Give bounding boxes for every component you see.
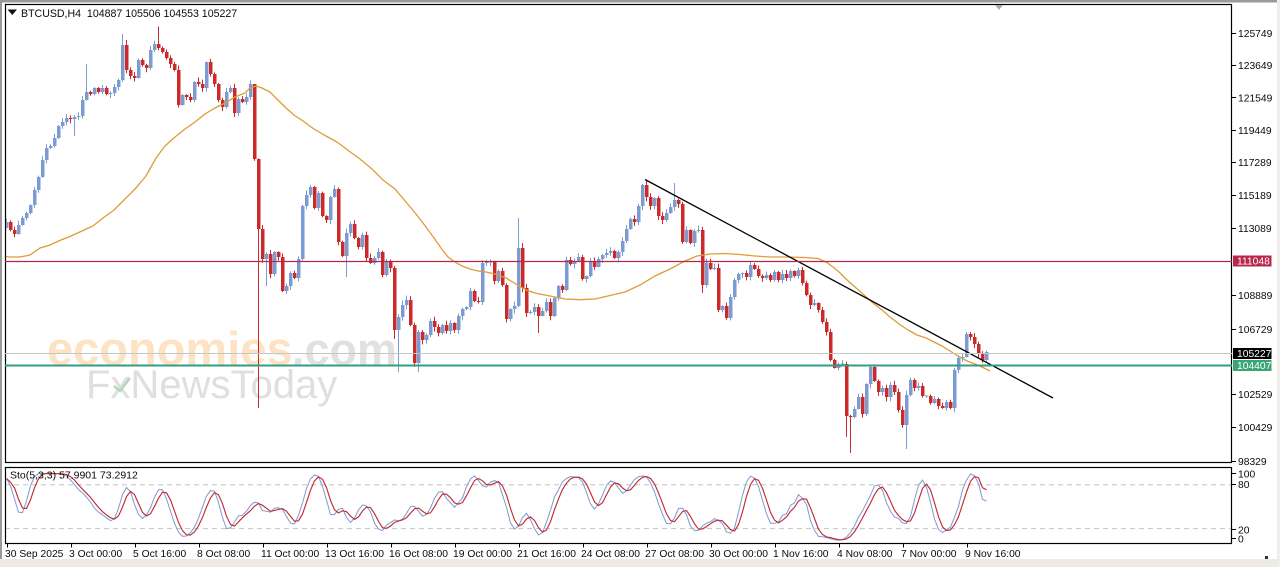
svg-text:106729: 106729 <box>1238 325 1273 336</box>
svg-text:111048: 111048 <box>1237 257 1270 268</box>
svg-text:0: 0 <box>1238 535 1244 546</box>
svg-text:108889: 108889 <box>1238 291 1273 302</box>
svg-text:19 Oct 00:00: 19 Oct 00:00 <box>453 549 512 560</box>
svg-text:100: 100 <box>1238 470 1255 481</box>
svg-text:104407: 104407 <box>1237 361 1272 372</box>
svg-text:100429: 100429 <box>1238 423 1273 434</box>
svg-text:Sto(5,3,3) 57.9901 73.2912: Sto(5,3,3) 57.9901 73.2912 <box>10 470 138 482</box>
svg-text:24 Oct 08:00: 24 Oct 08:00 <box>581 549 640 560</box>
svg-text:80: 80 <box>1238 480 1250 491</box>
svg-text:121549: 121549 <box>1238 94 1273 105</box>
svg-text:98329: 98329 <box>1238 457 1267 468</box>
svg-text:4 Nov 08:00: 4 Nov 08:00 <box>837 549 893 560</box>
svg-text:30 Oct 00:00: 30 Oct 00:00 <box>709 549 768 560</box>
svg-text:115189: 115189 <box>1238 191 1272 202</box>
svg-text:105227: 105227 <box>1237 349 1272 360</box>
svg-text:11 Oct 00:00: 11 Oct 00:00 <box>261 549 319 560</box>
svg-text:30 Sep 2025: 30 Sep 2025 <box>5 549 64 560</box>
svg-text:102529: 102529 <box>1238 390 1273 401</box>
svg-text:117289: 117289 <box>1238 158 1272 169</box>
svg-text:5 Oct 16:00: 5 Oct 16:00 <box>133 549 187 560</box>
svg-text:1 Nov 16:00: 1 Nov 16:00 <box>773 549 829 560</box>
svg-text:16 Oct 08:00: 16 Oct 08:00 <box>389 549 448 560</box>
svg-text:27 Oct 08:00: 27 Oct 08:00 <box>645 549 704 560</box>
svg-text:9 Nov 16:00: 9 Nov 16:00 <box>965 549 1021 560</box>
svg-text:21 Oct 16:00: 21 Oct 16:00 <box>517 549 576 560</box>
svg-text:7 Nov 00:00: 7 Nov 00:00 <box>901 549 957 560</box>
svg-text:123649: 123649 <box>1238 61 1273 72</box>
svg-text:113089: 113089 <box>1238 224 1272 235</box>
svg-text:FxNewsToday: FxNewsToday <box>86 363 337 407</box>
svg-text:13 Oct 16:00: 13 Oct 16:00 <box>325 549 384 560</box>
svg-text:8 Oct 08:00: 8 Oct 08:00 <box>197 549 251 560</box>
svg-text:BTCUSD,H4 104887 105506 10455: BTCUSD,H4 104887 105506 104553 105227 <box>21 8 237 20</box>
svg-text:3 Oct 00:00: 3 Oct 00:00 <box>69 549 123 560</box>
svg-text:20: 20 <box>1238 526 1250 537</box>
svg-text:125749: 125749 <box>1238 29 1273 40</box>
svg-text:119449: 119449 <box>1238 126 1272 137</box>
